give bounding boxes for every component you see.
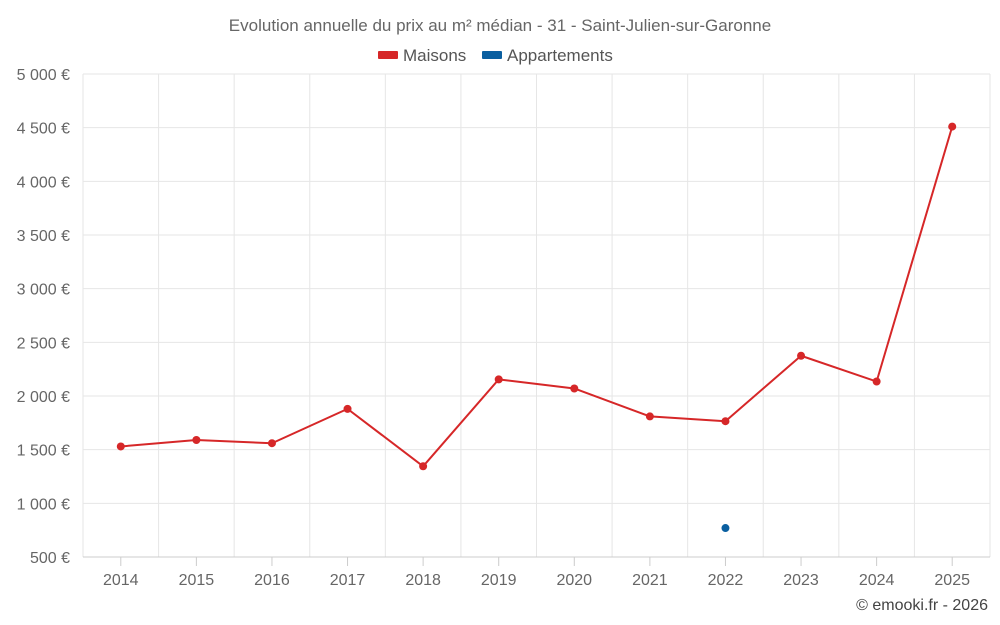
x-tick-label: 2025 (934, 572, 970, 589)
y-tick-label: 2 000 € (17, 389, 70, 406)
x-tick-label: 2020 (556, 572, 592, 589)
axes: 500 € 1 000 € 1 500 € 2 000 € 2 500 € 3 000 €… (17, 67, 990, 589)
y-tick-label: 1 500 € (17, 443, 70, 460)
y-tick-label: 500 € (30, 550, 70, 567)
series-maisons (116, 122, 957, 471)
data-point-maisons-2020[interactable] (570, 384, 579, 393)
data-point-maisons-2017[interactable] (343, 404, 352, 413)
legend: Maisons Appartements (378, 46, 613, 65)
grid (82, 73, 991, 557)
legend-label-appartements: Appartements (507, 46, 613, 65)
legend-item-maisons[interactable]: Maisons (378, 46, 466, 65)
data-point-appartements-2022[interactable] (721, 524, 730, 533)
credit-text: © emooki.fr - 2026 (856, 597, 988, 614)
chart-title: Evolution annuelle du prix au m² médian … (229, 16, 771, 35)
y-tick-label: 4 500 € (17, 121, 70, 138)
data-point-maisons-2019[interactable] (494, 375, 503, 384)
legend-swatch-appartements (482, 51, 502, 59)
x-tick-label: 2022 (708, 572, 744, 589)
data-point-maisons-2023[interactable] (797, 351, 806, 360)
series-appartements (721, 524, 730, 533)
data-point-maisons-2015[interactable] (192, 436, 201, 445)
y-tick-label: 4 000 € (17, 174, 70, 191)
series (116, 122, 957, 533)
x-tick-label: 2021 (632, 572, 668, 589)
y-tick-label: 2 500 € (17, 335, 70, 352)
x-tick-label: 2016 (254, 572, 290, 589)
data-point-maisons-2025[interactable] (948, 122, 957, 131)
y-tick-label: 5 000 € (17, 67, 70, 84)
x-tick-label: 2019 (481, 572, 517, 589)
x-tick-label: 2017 (330, 572, 366, 589)
x-tick-label: 2024 (859, 572, 895, 589)
legend-label-maisons: Maisons (403, 46, 466, 65)
data-point-maisons-2021[interactable] (645, 412, 654, 421)
y-tick-label: 3 500 € (17, 228, 70, 245)
x-tick-label: 2018 (405, 572, 441, 589)
data-point-maisons-2016[interactable] (267, 439, 276, 448)
legend-item-appartements[interactable]: Appartements (482, 46, 613, 65)
x-tick-label: 2023 (783, 572, 819, 589)
series-line-maisons (120, 126, 954, 468)
x-tick-label: 2015 (179, 572, 215, 589)
data-point-maisons-2018[interactable] (419, 462, 428, 471)
y-tick-label: 3 000 € (17, 282, 70, 299)
y-tick-label: 1 000 € (17, 496, 70, 513)
x-tick-label: 2014 (103, 572, 139, 589)
data-point-maisons-2022[interactable] (721, 417, 730, 426)
data-point-maisons-2024[interactable] (872, 377, 881, 386)
legend-swatch-maisons (378, 51, 398, 59)
data-point-maisons-2014[interactable] (116, 442, 125, 451)
